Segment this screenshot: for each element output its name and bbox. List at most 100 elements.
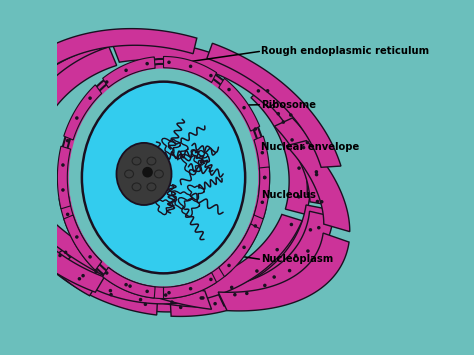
Ellipse shape [69, 69, 258, 286]
Ellipse shape [306, 249, 310, 253]
Polygon shape [11, 200, 211, 309]
Ellipse shape [316, 200, 319, 203]
Polygon shape [64, 215, 102, 270]
Polygon shape [260, 85, 328, 197]
Ellipse shape [309, 228, 312, 231]
Ellipse shape [82, 82, 245, 273]
Ellipse shape [66, 213, 69, 216]
Ellipse shape [200, 296, 203, 300]
Polygon shape [274, 118, 334, 206]
Polygon shape [216, 211, 333, 306]
Ellipse shape [290, 138, 294, 142]
Ellipse shape [61, 188, 65, 192]
Ellipse shape [61, 163, 65, 167]
Ellipse shape [82, 274, 85, 278]
Polygon shape [57, 146, 71, 209]
Polygon shape [196, 214, 302, 300]
Ellipse shape [29, 231, 33, 234]
Ellipse shape [19, 202, 23, 205]
Polygon shape [103, 267, 155, 298]
Text: Nucleoplasm: Nucleoplasm [261, 254, 333, 264]
Ellipse shape [315, 173, 319, 176]
Ellipse shape [261, 201, 264, 204]
Ellipse shape [15, 202, 18, 206]
Ellipse shape [144, 302, 147, 306]
Ellipse shape [105, 80, 109, 84]
Polygon shape [64, 85, 102, 140]
Ellipse shape [170, 300, 173, 304]
Ellipse shape [139, 298, 142, 301]
Ellipse shape [128, 284, 132, 288]
Ellipse shape [227, 264, 231, 267]
Text: Ribosome: Ribosome [261, 100, 316, 110]
Ellipse shape [294, 254, 298, 257]
Ellipse shape [297, 195, 301, 198]
Ellipse shape [320, 200, 324, 203]
Ellipse shape [255, 269, 259, 273]
Text: Rough endoplasmic reticulum: Rough endoplasmic reticulum [261, 47, 429, 56]
Polygon shape [153, 219, 302, 312]
Polygon shape [170, 205, 328, 316]
Polygon shape [251, 84, 310, 214]
Ellipse shape [263, 176, 266, 179]
Ellipse shape [315, 170, 318, 174]
Ellipse shape [290, 223, 293, 226]
Ellipse shape [78, 277, 81, 280]
Ellipse shape [88, 96, 92, 100]
Polygon shape [17, 175, 144, 310]
Ellipse shape [254, 127, 257, 131]
Polygon shape [254, 167, 270, 219]
Polygon shape [16, 114, 67, 259]
Ellipse shape [88, 255, 92, 259]
Ellipse shape [189, 65, 192, 68]
Ellipse shape [273, 275, 276, 279]
Ellipse shape [306, 141, 309, 144]
Ellipse shape [245, 291, 248, 295]
Polygon shape [218, 233, 349, 311]
Ellipse shape [227, 88, 231, 91]
Polygon shape [11, 47, 117, 175]
Polygon shape [112, 42, 284, 108]
Ellipse shape [124, 69, 128, 72]
Ellipse shape [142, 167, 153, 178]
Text: Nucleolus: Nucleolus [261, 190, 316, 200]
Ellipse shape [64, 251, 67, 254]
Ellipse shape [297, 166, 301, 170]
Ellipse shape [109, 289, 112, 293]
Polygon shape [219, 224, 260, 277]
Ellipse shape [167, 291, 171, 295]
Ellipse shape [254, 224, 257, 228]
Ellipse shape [242, 106, 246, 109]
Ellipse shape [213, 302, 217, 305]
Ellipse shape [261, 151, 264, 154]
Ellipse shape [50, 256, 54, 260]
Polygon shape [103, 267, 164, 299]
Polygon shape [232, 206, 266, 263]
Ellipse shape [302, 146, 305, 149]
Ellipse shape [146, 62, 149, 65]
Polygon shape [207, 43, 341, 167]
Ellipse shape [230, 286, 234, 289]
Ellipse shape [276, 112, 280, 115]
Ellipse shape [38, 227, 42, 231]
Ellipse shape [275, 248, 279, 251]
Ellipse shape [209, 74, 213, 77]
Ellipse shape [59, 59, 268, 296]
Text: Nuclear envelope: Nuclear envelope [261, 142, 359, 152]
Ellipse shape [242, 246, 246, 249]
Polygon shape [286, 141, 350, 232]
Ellipse shape [164, 293, 167, 297]
Ellipse shape [288, 269, 292, 272]
Polygon shape [219, 78, 260, 131]
Polygon shape [6, 202, 157, 315]
Ellipse shape [266, 89, 269, 93]
Ellipse shape [124, 283, 128, 286]
Polygon shape [10, 201, 210, 307]
Ellipse shape [75, 235, 79, 239]
Ellipse shape [189, 287, 192, 290]
Ellipse shape [29, 202, 33, 206]
Ellipse shape [94, 270, 98, 273]
Ellipse shape [317, 226, 320, 229]
Polygon shape [59, 197, 102, 270]
Ellipse shape [66, 139, 69, 142]
